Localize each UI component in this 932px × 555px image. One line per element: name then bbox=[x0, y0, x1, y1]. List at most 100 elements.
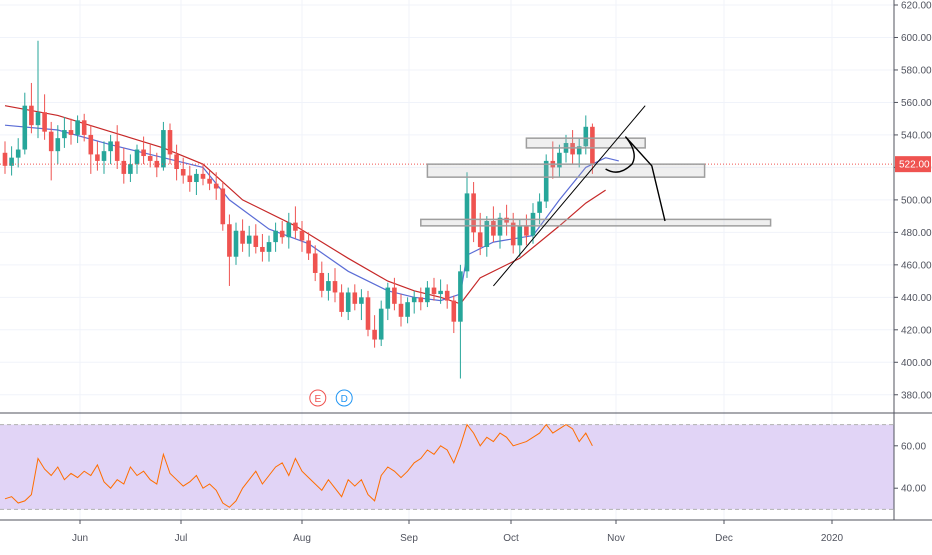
candle-body bbox=[101, 151, 107, 161]
candle-body bbox=[398, 303, 404, 317]
candle-body bbox=[365, 297, 371, 330]
candle-body bbox=[510, 222, 516, 246]
candle-body bbox=[220, 188, 226, 225]
support-zone bbox=[525, 137, 646, 149]
candle bbox=[108, 134, 113, 165]
candle bbox=[372, 315, 377, 348]
candle-body bbox=[22, 105, 28, 150]
candle bbox=[365, 290, 371, 337]
y-tick-label: 620.00 bbox=[901, 1, 932, 12]
candle bbox=[438, 279, 443, 304]
candle bbox=[458, 264, 463, 379]
candle bbox=[543, 154, 549, 208]
candle-body bbox=[530, 212, 536, 236]
rsi-line-group bbox=[4, 423, 593, 508]
y-tick-label: 600.00 bbox=[901, 33, 932, 44]
candle bbox=[22, 92, 28, 155]
candle bbox=[9, 146, 14, 176]
candle bbox=[339, 284, 344, 317]
candle bbox=[312, 245, 318, 282]
candle bbox=[299, 220, 305, 252]
candle-body bbox=[55, 138, 61, 152]
y-tick-label: 400.00 bbox=[901, 358, 932, 369]
candle-body bbox=[352, 292, 358, 304]
y-tick-label: 420.00 bbox=[901, 325, 932, 336]
event-marker-circle bbox=[309, 389, 327, 407]
candle bbox=[385, 282, 391, 321]
candle-body bbox=[213, 183, 219, 189]
rsi-band bbox=[0, 424, 894, 510]
x-tick-label: Jun bbox=[72, 533, 88, 544]
y-tick-label: 540.00 bbox=[901, 130, 932, 141]
y-tick-label: 560.00 bbox=[901, 98, 932, 109]
candle-body bbox=[392, 287, 397, 304]
candle-body bbox=[326, 281, 331, 291]
rsi-y-tick-label: 40.00 bbox=[901, 484, 926, 495]
candle-body bbox=[108, 141, 113, 152]
candle bbox=[227, 214, 232, 286]
candle bbox=[167, 123, 173, 165]
candle-body bbox=[484, 220, 490, 247]
candle bbox=[81, 113, 87, 142]
y-tick-label: 580.00 bbox=[901, 65, 932, 76]
trendline bbox=[493, 105, 646, 287]
candle-body bbox=[378, 308, 384, 340]
y-tick-label: 480.00 bbox=[901, 228, 932, 239]
candle bbox=[345, 287, 351, 321]
candle bbox=[326, 272, 331, 301]
candle bbox=[260, 233, 265, 262]
candle bbox=[114, 125, 120, 170]
candle-body bbox=[68, 130, 74, 135]
candle bbox=[233, 222, 239, 265]
candle bbox=[174, 144, 179, 181]
candle-body bbox=[88, 134, 94, 155]
y-axis-bg bbox=[894, 0, 932, 550]
candle-body bbox=[299, 230, 305, 241]
candle bbox=[319, 261, 325, 298]
candle-body bbox=[174, 154, 179, 170]
candle-body bbox=[477, 232, 483, 247]
candle bbox=[306, 232, 311, 260]
candle bbox=[128, 154, 133, 183]
candle-body bbox=[411, 297, 417, 303]
candle bbox=[286, 212, 292, 249]
candle-body bbox=[451, 300, 457, 322]
candle-body bbox=[260, 246, 265, 252]
candle bbox=[491, 206, 496, 243]
candle-body bbox=[372, 329, 377, 340]
candle-body bbox=[240, 230, 245, 244]
last-price-tag bbox=[895, 156, 931, 173]
candle-body bbox=[359, 297, 364, 304]
candle bbox=[200, 164, 206, 186]
candle bbox=[62, 117, 67, 148]
rsi-line bbox=[4, 423, 593, 508]
candle bbox=[590, 123, 595, 174]
candle-body bbox=[345, 292, 351, 312]
candle bbox=[147, 144, 153, 168]
candle bbox=[444, 284, 450, 309]
candle-body bbox=[286, 222, 292, 238]
rsi-y-tick-label: 60.00 bbox=[901, 441, 926, 452]
candle-body bbox=[491, 220, 496, 236]
candle-body bbox=[141, 149, 146, 157]
candle-body bbox=[35, 112, 41, 126]
event-marker-e: E bbox=[309, 389, 327, 407]
candle bbox=[240, 219, 245, 252]
candle bbox=[352, 284, 358, 311]
moving-averages bbox=[4, 105, 619, 305]
candle-body bbox=[273, 230, 278, 243]
candle bbox=[246, 225, 252, 257]
candle-body bbox=[425, 287, 430, 303]
candle-body bbox=[524, 225, 529, 236]
candle bbox=[194, 169, 199, 196]
event-marker-label: D bbox=[341, 394, 348, 405]
event-marker-d: D bbox=[335, 389, 353, 407]
x-tick-label: Sep bbox=[400, 533, 418, 544]
candle-body bbox=[570, 143, 575, 155]
candle-body bbox=[246, 235, 252, 244]
candle bbox=[359, 289, 364, 321]
candle bbox=[392, 277, 397, 311]
support-zones bbox=[420, 137, 772, 227]
